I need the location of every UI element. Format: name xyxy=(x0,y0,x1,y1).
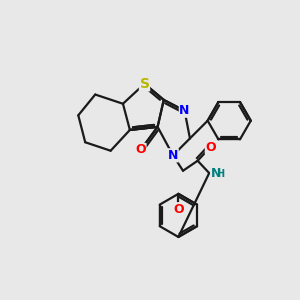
Text: S: S xyxy=(140,77,149,91)
Text: N: N xyxy=(211,167,221,180)
Text: H: H xyxy=(216,169,224,179)
Text: O: O xyxy=(173,203,184,216)
Text: N: N xyxy=(168,149,178,162)
Text: N: N xyxy=(179,104,190,117)
Text: O: O xyxy=(206,141,216,154)
Text: O: O xyxy=(135,143,146,157)
